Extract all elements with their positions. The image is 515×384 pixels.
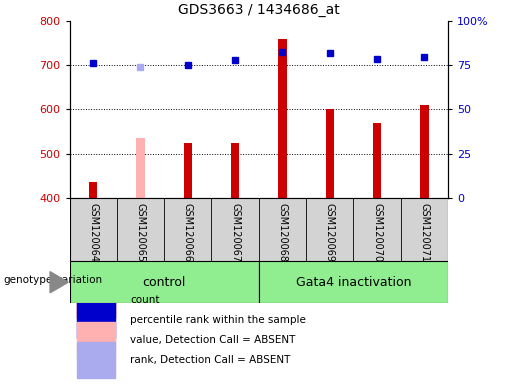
Bar (77, 342, 115, 378)
Bar (325, 109, 334, 198)
Bar (136, 138, 145, 198)
Text: GSM120064: GSM120064 (88, 203, 98, 262)
Text: GSM120070: GSM120070 (372, 203, 382, 262)
Bar (259, 261, 448, 303)
Bar (77, 322, 115, 358)
Bar (231, 142, 239, 198)
Title: GDS3663 / 1434686_at: GDS3663 / 1434686_at (178, 3, 340, 17)
Polygon shape (50, 272, 68, 293)
Text: GSM120071: GSM120071 (419, 203, 430, 262)
Bar (77, 302, 115, 338)
Bar (420, 105, 428, 198)
Text: value, Detection Call = ABSENT: value, Detection Call = ABSENT (130, 335, 296, 345)
Text: percentile rank within the sample: percentile rank within the sample (130, 315, 306, 325)
Bar (183, 142, 192, 198)
Text: GSM120068: GSM120068 (278, 203, 287, 262)
Bar (70, 261, 259, 303)
Bar (89, 182, 97, 198)
Text: GSM120066: GSM120066 (183, 203, 193, 262)
Text: Gata4 inactivation: Gata4 inactivation (296, 276, 411, 289)
Bar (77, 281, 115, 318)
Bar (373, 123, 381, 198)
Text: rank, Detection Call = ABSENT: rank, Detection Call = ABSENT (130, 355, 290, 365)
Text: GSM120067: GSM120067 (230, 203, 240, 262)
Bar (278, 39, 287, 198)
Text: count: count (130, 295, 160, 305)
Text: GSM120065: GSM120065 (135, 203, 146, 262)
Text: genotype/variation: genotype/variation (4, 275, 102, 285)
Text: control: control (143, 276, 186, 289)
Text: GSM120069: GSM120069 (325, 203, 335, 262)
